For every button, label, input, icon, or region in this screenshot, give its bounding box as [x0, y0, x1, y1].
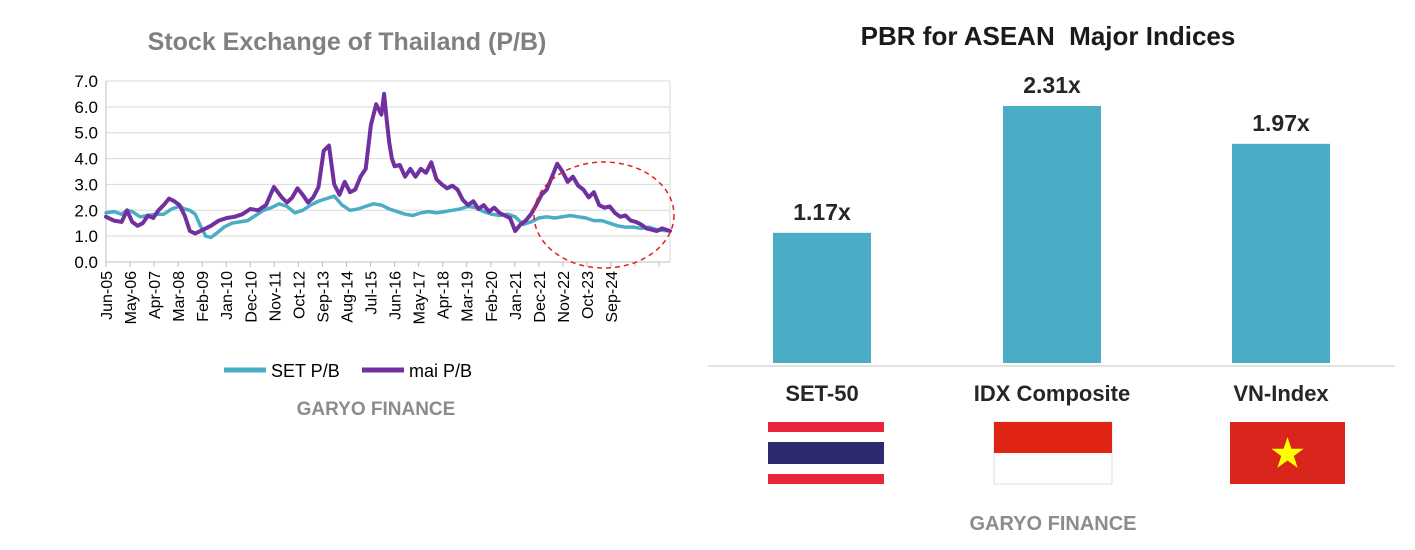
x-tick-label: Mar-19: [460, 271, 477, 322]
x-tick-label: Feb-20: [484, 271, 501, 322]
bar: [1232, 143, 1330, 363]
category-label: IDX Composite: [974, 381, 1130, 406]
thailand-flag-icon: [768, 422, 884, 484]
watermark-left: GARYO FINANCE: [297, 399, 456, 420]
bar-chart: PBR for ASEAN Major Indices 1.17x2.31x1.…: [708, 21, 1395, 535]
indonesia-flag-icon: [993, 421, 1113, 485]
highlight-ellipse: [533, 161, 675, 269]
bar-data-label: 2.31x: [1023, 72, 1081, 98]
x-tick-label: Sep-13: [315, 271, 332, 323]
x-tick-label: Dec-21: [532, 271, 549, 323]
y-tick-label: 5.0: [74, 124, 98, 143]
category-label: SET-50: [785, 381, 858, 406]
line-chart: Stock Exchange of Thailand (P/B) 0.0 1.0 2…: [74, 28, 675, 420]
x-tick-label: Jul-15: [364, 271, 381, 315]
y-tick-label: 3.0: [74, 175, 98, 194]
series-line-mai-pb: [104, 91, 672, 236]
line-chart-legend: SET P/B mai P/B: [224, 361, 472, 381]
bar-chart-title: PBR for ASEAN Major Indices: [861, 21, 1236, 51]
x-tick-label: Aug-14: [339, 271, 356, 323]
bar: [773, 232, 871, 363]
x-tick-label: Oct-12: [291, 271, 308, 319]
vietnam-flag-icon: [1230, 422, 1345, 484]
y-tick-label: 7.0: [74, 72, 98, 91]
bar-chart-categories: SET-50 IDX Composite VN-Index: [785, 381, 1329, 406]
x-tick-label: Dec-10: [243, 271, 260, 323]
x-tick-label: Apr-07: [147, 271, 164, 319]
x-tick-label: Jun-05: [99, 271, 116, 320]
x-tick-label: Jan-10: [219, 271, 236, 320]
x-tick-label: Nov-22: [556, 271, 573, 323]
series-line-set-pb: [104, 194, 672, 240]
x-tick-label: Nov-11: [267, 271, 284, 321]
category-label: VN-Index: [1233, 381, 1329, 406]
x-tick-label: May-17: [412, 271, 429, 324]
y-tick-label: 6.0: [74, 98, 98, 117]
bar: [1003, 106, 1101, 363]
line-chart-y-axis: 0.0 1.0 2.0 3.0 4.0 5.0 6.0 7.0: [74, 72, 98, 272]
x-tick-label: Jan-21: [508, 271, 525, 320]
line-chart-series: [104, 91, 672, 240]
x-tick-label: Oct-23: [580, 271, 597, 319]
y-tick-label: 4.0: [74, 150, 98, 169]
line-chart-title: Stock Exchange of Thailand (P/B): [148, 28, 547, 56]
x-tick-label: May-06: [123, 271, 140, 324]
legend-label-mai: mai P/B: [409, 361, 472, 381]
y-tick-label: 2.0: [74, 201, 98, 220]
watermark-right: GARYO FINANCE: [969, 513, 1136, 535]
x-tick-label: Apr-18: [436, 271, 453, 319]
bar-chart-bars: 1.17x 2.31x 1.97x: [773, 72, 1330, 363]
line-chart-gridlines: [105, 80, 671, 262]
x-tick-label: Sep-24: [604, 271, 621, 323]
y-tick-label: 1.0: [74, 227, 98, 246]
legend-label-set: SET P/B: [271, 361, 340, 381]
x-tick-label: Mar-08: [171, 271, 188, 322]
bar-data-label: 1.97x: [1252, 110, 1310, 136]
y-tick-label: 0.0: [74, 253, 98, 272]
x-tick-label: Jun-16: [388, 271, 405, 320]
bar-data-label: 1.17x: [793, 199, 851, 225]
line-chart-x-axis: Jun-05 May-06 Apr-07 Mar-08 Feb-09 Jan-10 Dec-…: [99, 262, 660, 324]
x-tick-label: Feb-09: [195, 271, 212, 322]
